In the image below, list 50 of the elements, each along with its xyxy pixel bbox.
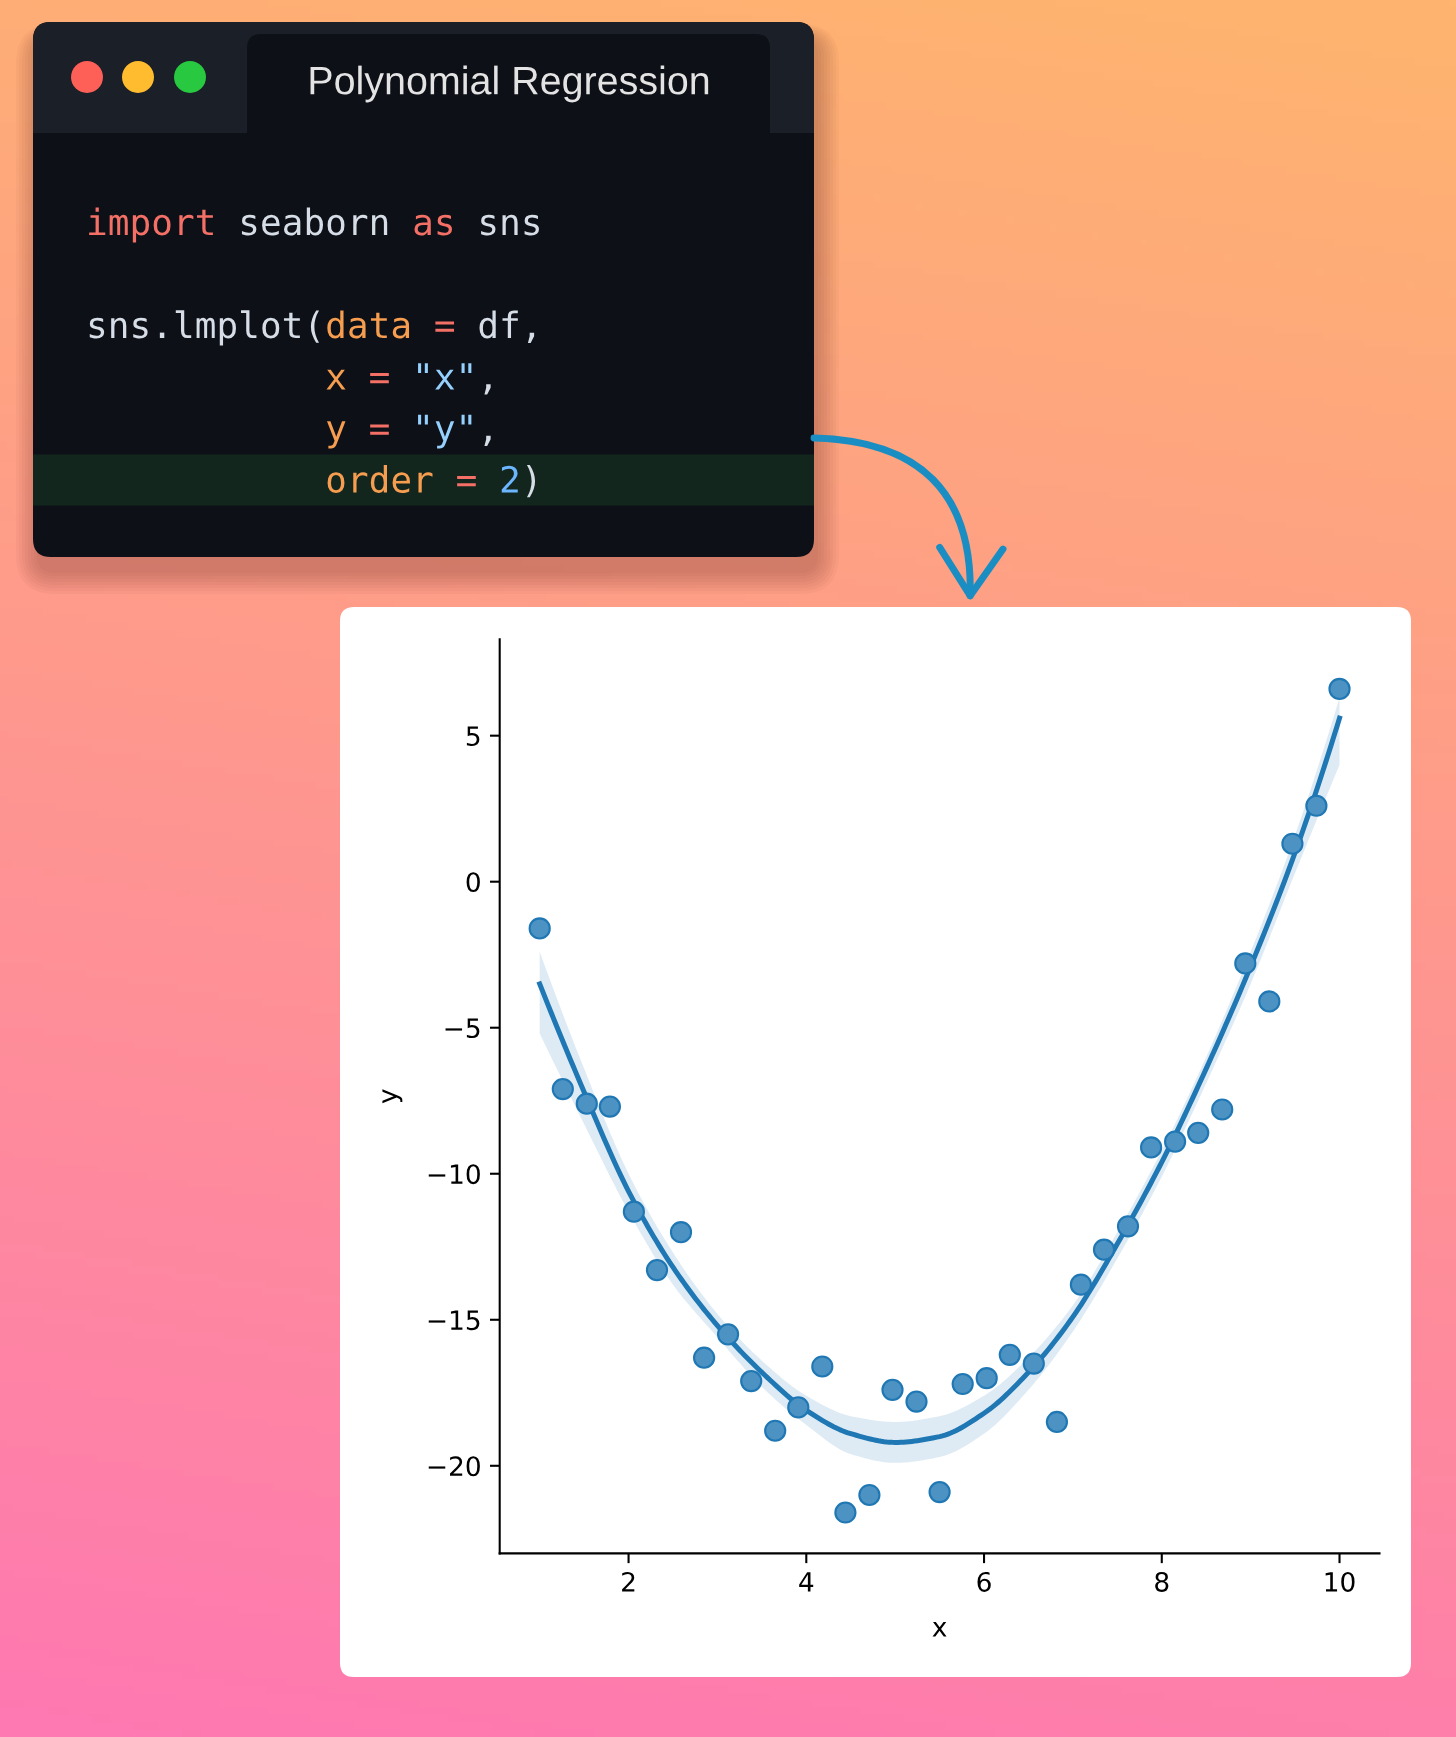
point	[998, 1343, 1021, 1366]
point	[1116, 1215, 1140, 1238]
y-tick-label: 0	[466, 872, 480, 893]
x-tick-label: 8	[1155, 1571, 1169, 1592]
point	[1305, 794, 1328, 817]
text: import seaborn as sns sns.lmplot(data = df, x = "x", y = "y", order = 2)	[89, 207, 539, 498]
y-tick-label: −10	[428, 1164, 480, 1185]
point	[645, 1259, 669, 1282]
y-tick-label: 5	[466, 726, 480, 747]
point	[834, 1501, 857, 1524]
point	[716, 1323, 740, 1346]
point	[1328, 677, 1351, 701]
point	[1164, 1130, 1187, 1153]
y-tick-label: −15	[428, 1310, 480, 1331]
point	[764, 1419, 787, 1442]
point	[693, 1346, 716, 1369]
point	[622, 1200, 645, 1223]
point	[1092, 1238, 1116, 1261]
x-tick-label: 10	[1325, 1571, 1355, 1592]
point	[1140, 1136, 1163, 1159]
point	[528, 917, 551, 940]
point	[669, 1221, 693, 1244]
y-axis-title: y	[382, 1089, 403, 1104]
chart-title: Polynomial Regression	[310, 65, 709, 103]
point	[881, 1378, 904, 1401]
point	[551, 1077, 574, 1101]
point	[811, 1355, 834, 1378]
point	[787, 1396, 810, 1419]
point	[1022, 1352, 1045, 1375]
point	[905, 1390, 928, 1413]
point	[1281, 832, 1304, 855]
point	[575, 1092, 598, 1115]
point	[1234, 952, 1257, 975]
y-tick-label: −20	[428, 1456, 480, 1477]
point	[598, 1095, 621, 1118]
point	[858, 1483, 881, 1507]
point	[928, 1480, 951, 1504]
point	[1211, 1098, 1234, 1121]
x-axis-title: x	[932, 1622, 947, 1637]
point	[975, 1367, 998, 1390]
y-tick-label: −5	[445, 1018, 480, 1039]
point	[1187, 1121, 1210, 1144]
point	[740, 1369, 763, 1393]
point	[1045, 1410, 1069, 1434]
x-tick-label: 6	[977, 1571, 991, 1592]
point	[951, 1372, 974, 1396]
x-tick-label: 4	[799, 1572, 814, 1592]
point	[1069, 1273, 1092, 1296]
x-tick-label: 2	[622, 1571, 635, 1592]
point	[1258, 990, 1281, 1013]
